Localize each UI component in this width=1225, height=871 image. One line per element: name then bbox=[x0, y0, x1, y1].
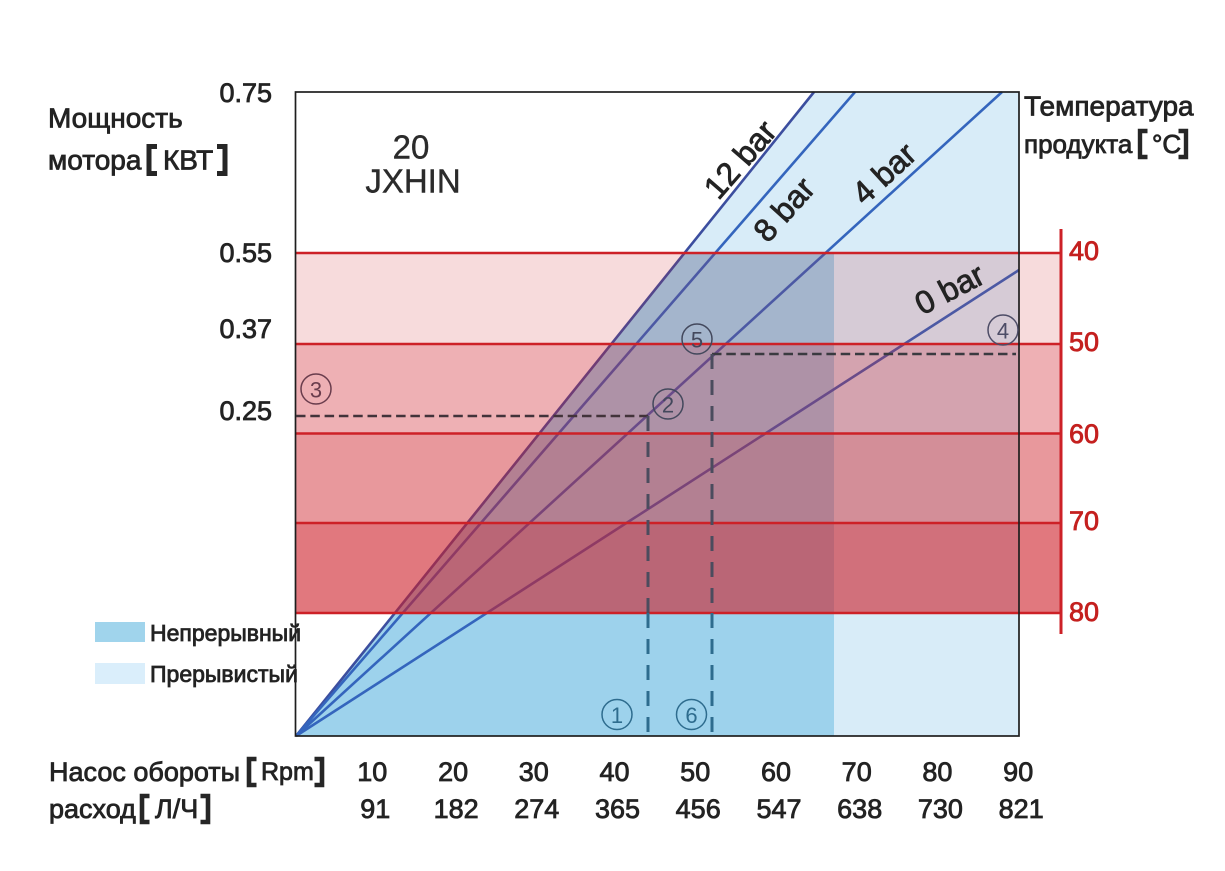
svg-text:30: 30 bbox=[519, 757, 549, 787]
svg-text:90: 90 bbox=[1003, 757, 1033, 787]
svg-text:Температура: Температура bbox=[1024, 91, 1194, 122]
svg-text:0.75: 0.75 bbox=[219, 78, 272, 108]
svg-text:3: 3 bbox=[310, 378, 322, 403]
svg-text:Прерывистый: Прерывистый bbox=[150, 661, 298, 687]
svg-text:продукта: продукта bbox=[1024, 129, 1133, 159]
svg-text:456: 456 bbox=[676, 794, 721, 824]
svg-text:1: 1 bbox=[611, 703, 623, 728]
svg-text:80: 80 bbox=[1069, 597, 1099, 627]
svg-text:Л/Ч: Л/Ч bbox=[155, 794, 198, 824]
svg-text:6: 6 bbox=[685, 703, 697, 728]
svg-text:0.55: 0.55 bbox=[219, 238, 272, 268]
svg-text:Мощность: Мощность bbox=[48, 103, 183, 134]
svg-text:0.37: 0.37 bbox=[219, 314, 272, 344]
svg-text:50: 50 bbox=[680, 757, 710, 787]
svg-text:2: 2 bbox=[662, 393, 674, 418]
svg-text:60: 60 bbox=[1069, 419, 1099, 449]
svg-text:КВТ: КВТ bbox=[163, 145, 213, 176]
svg-text:91: 91 bbox=[360, 794, 390, 824]
svg-text:Rpm: Rpm bbox=[261, 758, 314, 786]
svg-text:80: 80 bbox=[922, 757, 952, 787]
svg-text:50: 50 bbox=[1069, 327, 1099, 357]
svg-text:5: 5 bbox=[691, 328, 703, 353]
svg-text:Насос обороты: Насос обороты bbox=[49, 757, 240, 787]
svg-text:60: 60 bbox=[761, 757, 791, 787]
svg-text:JXHIN: JXHIN bbox=[365, 163, 460, 200]
svg-text:10: 10 bbox=[357, 757, 387, 787]
svg-text:20: 20 bbox=[438, 757, 468, 787]
svg-text:274: 274 bbox=[514, 794, 559, 824]
svg-text:638: 638 bbox=[837, 794, 882, 824]
svg-text:мотора: мотора bbox=[48, 145, 142, 176]
svg-text:расход: расход bbox=[49, 794, 136, 824]
svg-text:730: 730 bbox=[918, 794, 963, 824]
svg-text:182: 182 bbox=[434, 794, 479, 824]
svg-text:4: 4 bbox=[997, 319, 1009, 344]
svg-text:40: 40 bbox=[1069, 236, 1099, 266]
svg-text:°C: °C bbox=[1152, 129, 1181, 159]
svg-text:40: 40 bbox=[599, 757, 629, 787]
svg-text:Непрерывный: Непрерывный bbox=[150, 620, 301, 646]
svg-text:20: 20 bbox=[393, 129, 430, 166]
svg-text:70: 70 bbox=[842, 757, 872, 787]
svg-text:0.25: 0.25 bbox=[219, 396, 272, 426]
svg-text:365: 365 bbox=[595, 794, 640, 824]
svg-text:821: 821 bbox=[999, 794, 1044, 824]
svg-text:70: 70 bbox=[1069, 506, 1099, 536]
svg-text:547: 547 bbox=[756, 794, 801, 824]
